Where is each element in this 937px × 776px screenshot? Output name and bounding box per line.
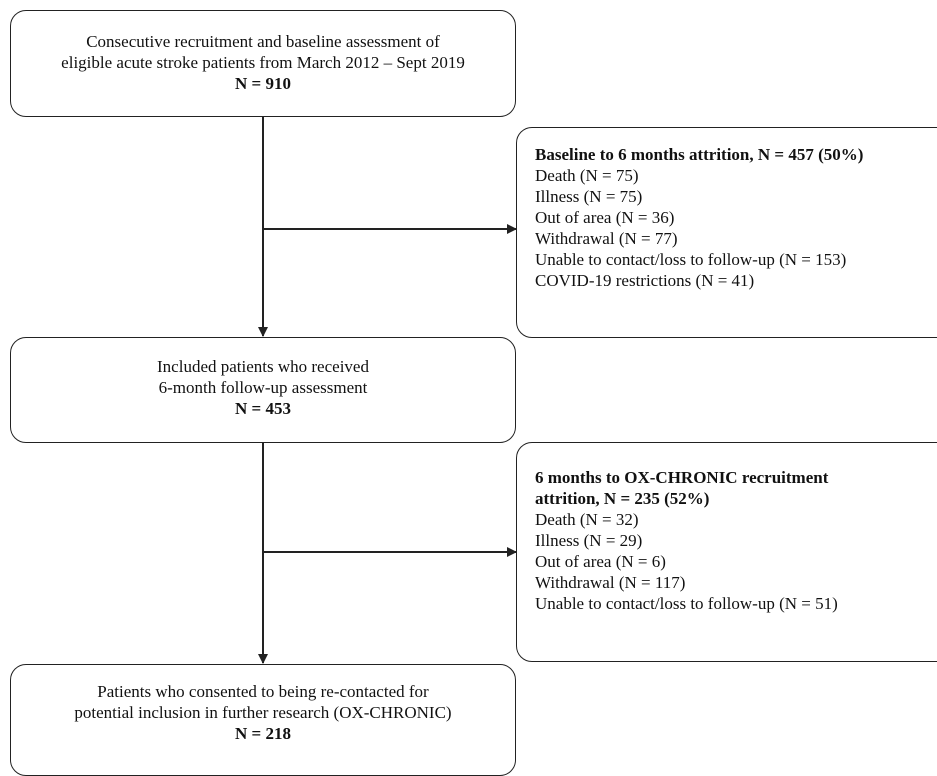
attrition-baseline-item: Out of area (N = 36) [535,208,675,227]
consented-count: N = 218 [235,724,291,743]
consented-line-1: Patients who consented to being re-conta… [97,682,429,701]
attrition-oxchronic-item: Withdrawal (N = 117) [535,573,686,592]
followup-count: N = 453 [235,399,291,418]
attrition-baseline-title: Baseline to 6 months attrition, N = 457 … [535,145,864,164]
recruitment-box: Consecutive recruitment and baseline ass… [10,10,516,117]
attrition-oxchronic-item: Illness (N = 29) [535,531,643,550]
attrition-baseline-item: COVID-19 restrictions (N = 41) [535,271,755,290]
consented-box: Patients who consented to being re-conta… [10,664,516,776]
followup-line-2: 6-month follow-up assessment [158,378,368,397]
followup-line-1: Included patients who received [157,357,369,376]
attrition-oxchronic-title-1: 6 months to OX-CHRONIC recruitment [535,468,829,487]
recruitment-line-2: eligible acute stroke patients from Marc… [61,53,465,72]
followup-box: Included patients who received 6-month f… [10,337,516,443]
attrition-oxchronic-title-2: attrition, N = 235 (52%) [535,489,710,508]
attrition-baseline-item: Death (N = 75) [535,166,639,185]
attrition-baseline-item: Unable to contact/loss to follow-up (N =… [535,250,847,269]
recruitment-line-1: Consecutive recruitment and baseline ass… [86,32,440,51]
attrition-oxchronic-box: 6 months to OX-CHRONIC recruitment attri… [516,442,937,662]
attrition-baseline-box: Baseline to 6 months attrition, N = 457 … [516,127,937,338]
attrition-baseline-item: Withdrawal (N = 77) [535,229,678,248]
attrition-baseline-item: Illness (N = 75) [535,187,643,206]
consented-line-2: potential inclusion in further research … [74,703,452,722]
attrition-oxchronic-item: Death (N = 32) [535,510,639,529]
attrition-oxchronic-item: Out of area (N = 6) [535,552,666,571]
recruitment-count: N = 910 [235,74,291,93]
attrition-oxchronic-item: Unable to contact/loss to follow-up (N =… [535,594,838,613]
